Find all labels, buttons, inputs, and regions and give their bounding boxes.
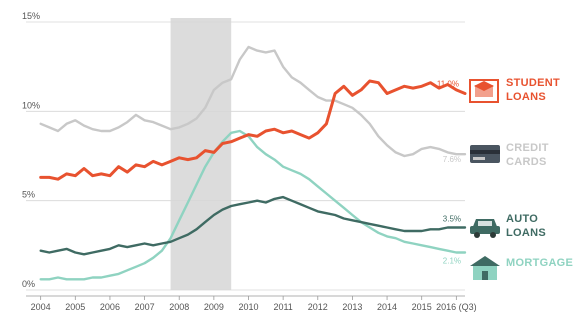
x-tick-label: 2014 (377, 302, 397, 312)
icon-stripe (470, 150, 500, 154)
icon-roof (470, 256, 500, 266)
end-value-label: 2.1% (443, 256, 461, 265)
y-tick-label: 10% (22, 100, 40, 110)
x-tick-label: 2009 (204, 302, 224, 312)
end-value-label: 3.5% (443, 214, 461, 223)
icon-frame (469, 79, 499, 103)
legend-label: MORTGAGE (506, 257, 573, 269)
x-tick-label: 2015 (412, 302, 432, 312)
x-tick-label: 2016 (Q3) (436, 302, 477, 312)
x-tick-label: 2004 (31, 302, 51, 312)
icon-car-wheel (474, 232, 480, 238)
y-tick-label: 0% (22, 279, 35, 289)
legend-label: CREDIT (506, 142, 549, 154)
legend-label: CARDS (506, 156, 547, 168)
credit-card-icon (470, 145, 500, 163)
icon-cap (474, 81, 494, 91)
x-tick-label: 2007 (135, 302, 155, 312)
x-tick-label: 2006 (100, 302, 120, 312)
x-tick-label: 2010 (238, 302, 258, 312)
series-line-student-loans (39, 79, 467, 181)
series-line-credit-cards (39, 45, 467, 158)
legend-label: LOANS (506, 227, 546, 239)
x-tick-label: 2013 (342, 302, 362, 312)
y-tick-label: 5% (22, 190, 35, 200)
series-line-mortgage (39, 129, 467, 281)
x-tick-label: 2005 (65, 302, 85, 312)
legend-label: AUTO (506, 213, 538, 225)
legend-label: LOANS (506, 91, 546, 103)
icon-door (482, 271, 488, 280)
end-value-label: 11.0% (437, 79, 459, 88)
y-tick-label: 15% (22, 11, 40, 21)
car-icon (470, 219, 500, 238)
end-value-label: 7.6% (443, 155, 461, 164)
icon-chip (473, 157, 485, 160)
x-tick-label: 2008 (169, 302, 189, 312)
icon-car-base (470, 226, 500, 234)
icon-car-window (478, 221, 492, 226)
x-tick-label: 2011 (273, 302, 292, 312)
house-icon (470, 256, 500, 280)
legend-label: STUDENT (506, 77, 560, 89)
x-tick-label: 2012 (308, 302, 328, 312)
icon-car-wheel (490, 232, 496, 238)
series-line-auto-loans (39, 195, 467, 256)
graduation-cap-icon (469, 79, 499, 103)
